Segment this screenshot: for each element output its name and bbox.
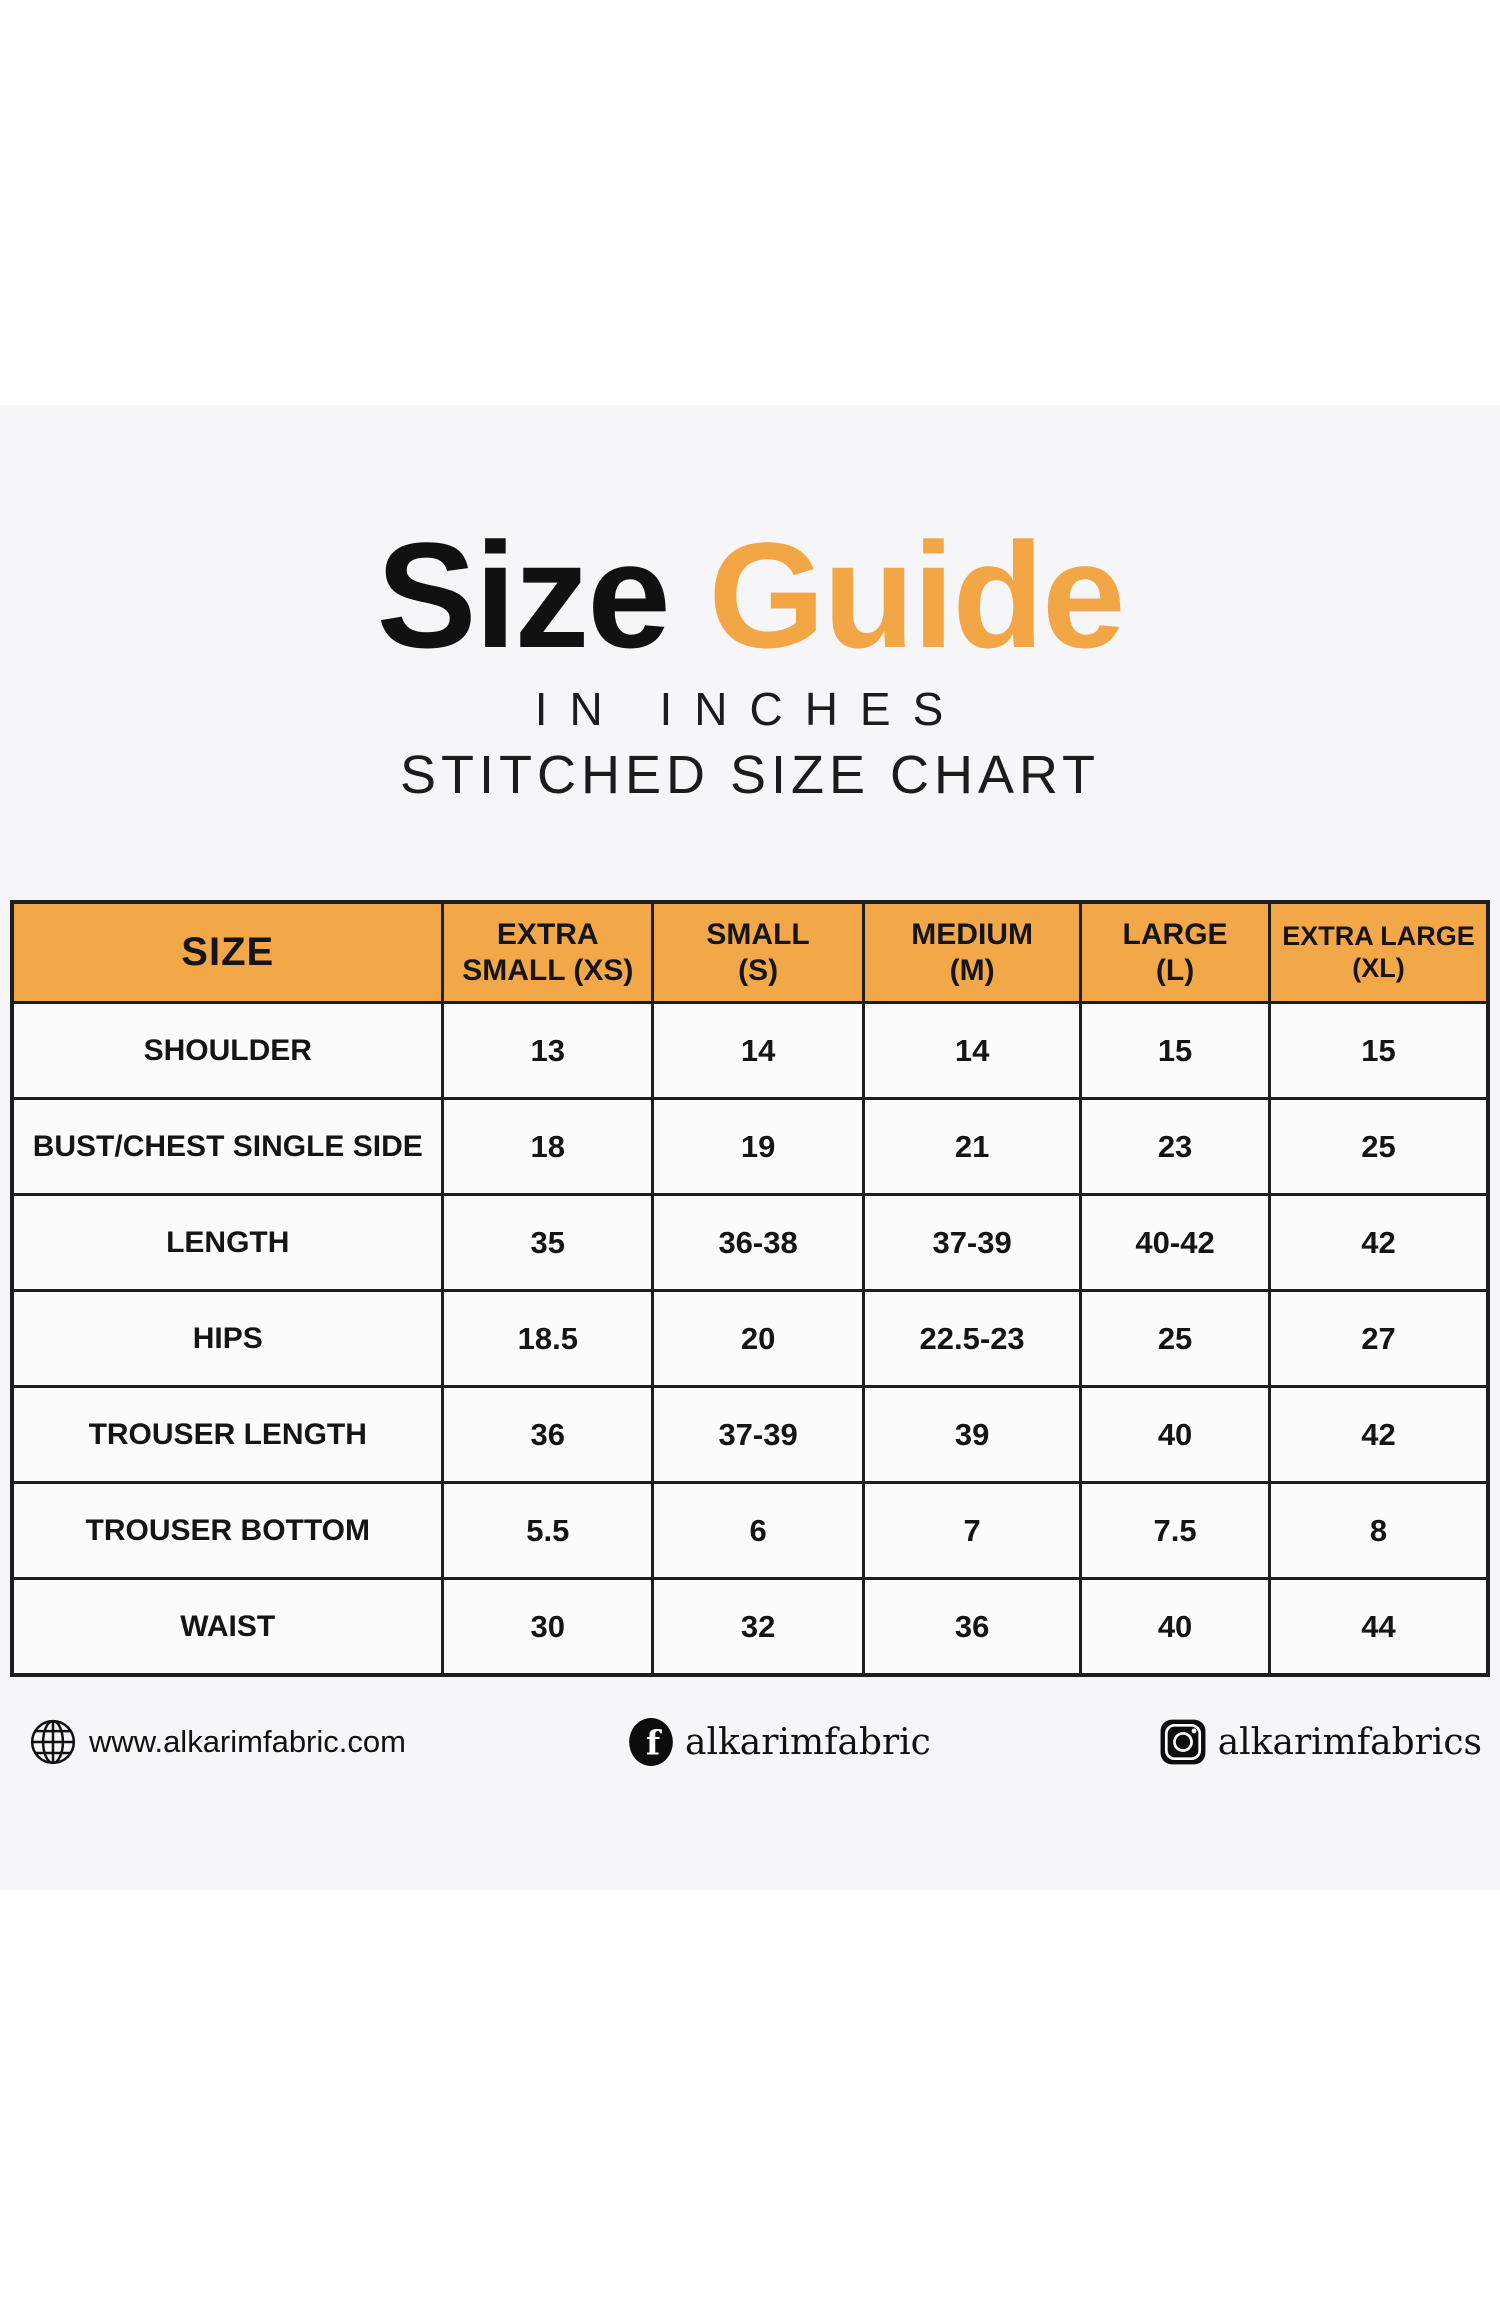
column-header-s-line1: SMALL — [706, 918, 810, 952]
size-value-cell: 36 — [862, 1577, 1083, 1677]
header-row: SIZE EXTRA SMALL (XS) SMALL (S) MEDIUM (… — [10, 900, 1490, 1004]
row-label-hips: HIPS — [10, 1289, 445, 1388]
row-label-waist: WAIST — [10, 1577, 445, 1677]
column-header-s-line2: (S) — [738, 953, 779, 987]
row-label-trouser-bottom: TROUSER BOTTOM — [10, 1481, 445, 1580]
size-value-cell: 5.5 — [441, 1481, 655, 1580]
size-value-cell: 36-38 — [651, 1193, 866, 1292]
size-value-cell: 30 — [441, 1577, 655, 1677]
table-row-waist: WAIST 30 32 36 40 44 — [10, 1577, 1490, 1677]
column-header-size: SIZE — [10, 900, 445, 1004]
title-word-size: Size — [376, 511, 671, 679]
size-value-cell: 14 — [651, 1001, 866, 1100]
size-value-cell: 18.5 — [441, 1289, 655, 1388]
column-header-s: SMALL (S) — [651, 900, 866, 1004]
size-value-cell: 40 — [1079, 1577, 1272, 1677]
facebook-link[interactable]: f alkarimfabric — [628, 1712, 931, 1772]
column-header-l-line1: LARGE — [1122, 918, 1228, 952]
footer: www.alkarimfabric.com f alkarimfabric al… — [0, 1712, 1500, 1772]
size-value-cell: 35 — [441, 1193, 655, 1292]
size-value-cell: 15 — [1079, 1001, 1272, 1100]
website-url-text: www.alkarimfabric.com — [89, 1724, 406, 1759]
size-value-cell: 8 — [1268, 1481, 1490, 1580]
page-title: Size Guide — [0, 520, 1500, 670]
size-value-cell: 27 — [1268, 1289, 1490, 1388]
website-link[interactable]: www.alkarimfabric.com — [28, 1712, 406, 1772]
table-row-hips: HIPS 18.5 20 22.5-23 25 27 — [10, 1289, 1490, 1388]
row-label-bust-chest: BUST/CHEST SINGLE SIDE — [10, 1097, 445, 1196]
size-value-cell: 15 — [1268, 1001, 1490, 1100]
column-header-xs: EXTRA SMALL (XS) — [441, 900, 655, 1004]
size-value-cell: 13 — [441, 1001, 655, 1100]
table-row-trouser-length: TROUSER LENGTH 36 37-39 39 40 42 — [10, 1385, 1490, 1484]
size-value-cell: 37-39 — [651, 1385, 866, 1484]
instagram-link[interactable]: alkarimfabrics — [1159, 1712, 1482, 1772]
size-value-cell: 32 — [651, 1577, 866, 1677]
size-chart-table: SIZE EXTRA SMALL (XS) SMALL (S) MEDIUM (… — [10, 900, 1490, 1677]
table-row-shoulder: SHOULDER 13 14 14 15 15 — [10, 1001, 1490, 1100]
size-value-cell: 44 — [1268, 1577, 1490, 1677]
size-value-cell: 6 — [651, 1481, 866, 1580]
size-value-cell: 25 — [1268, 1097, 1490, 1196]
size-value-cell: 7.5 — [1079, 1481, 1272, 1580]
table-row-trouser-bottom: TROUSER BOTTOM 5.5 6 7 7.5 8 — [10, 1481, 1490, 1580]
size-value-cell: 25 — [1079, 1289, 1272, 1388]
row-label-length: LENGTH — [10, 1193, 445, 1292]
size-value-cell: 40-42 — [1079, 1193, 1272, 1292]
column-header-xl-line1: EXTRA LARGE — [1282, 920, 1475, 951]
table-row-bust-chest: BUST/CHEST SINGLE SIDE 18 19 21 23 25 — [10, 1097, 1490, 1196]
size-value-cell: 21 — [862, 1097, 1083, 1196]
size-value-cell: 19 — [651, 1097, 866, 1196]
facebook-icon: f — [628, 1717, 674, 1767]
instagram-handle-text: alkarimfabrics — [1217, 1721, 1482, 1763]
column-header-xs-line1: EXTRA — [496, 918, 599, 952]
row-label-trouser-length: TROUSER LENGTH — [10, 1385, 445, 1484]
column-header-m-line1: MEDIUM — [911, 918, 1033, 952]
size-value-cell: 40 — [1079, 1385, 1272, 1484]
size-value-cell: 7 — [862, 1481, 1083, 1580]
column-header-xl: EXTRA LARGE (XL) — [1268, 900, 1490, 1004]
instagram-icon — [1159, 1718, 1207, 1766]
table-row-length: LENGTH 35 36-38 37-39 40-42 42 — [10, 1193, 1490, 1292]
size-value-cell: 22.5-23 — [862, 1289, 1083, 1388]
svg-text:f: f — [646, 1724, 663, 1763]
column-header-xs-line2: SMALL (XS) — [462, 953, 634, 987]
column-header-l: LARGE (L) — [1079, 900, 1272, 1004]
column-header-m: MEDIUM (M) — [862, 900, 1083, 1004]
size-value-cell: 37-39 — [862, 1193, 1083, 1292]
size-value-cell: 42 — [1268, 1385, 1490, 1484]
title-word-guide: Guide — [708, 511, 1125, 679]
size-value-cell: 23 — [1079, 1097, 1272, 1196]
size-value-cell: 18 — [441, 1097, 655, 1196]
column-header-m-line2: (M) — [949, 953, 995, 987]
column-header-xl-line2: (XL) — [1352, 952, 1405, 983]
column-header-size-label: SIZE — [181, 929, 275, 974]
subtitle-in-inches: IN INCHES — [534, 683, 966, 735]
column-header-l-line2: (L) — [1155, 953, 1195, 987]
size-value-cell: 14 — [862, 1001, 1083, 1100]
facebook-handle-text: alkarimfabric — [685, 1721, 931, 1763]
row-label-shoulder: SHOULDER — [10, 1001, 445, 1100]
size-value-cell: 36 — [441, 1385, 655, 1484]
subtitle-stitched-size-chart: STITCHED SIZE CHART — [399, 745, 1101, 805]
globe-icon — [28, 1717, 78, 1767]
size-value-cell: 39 — [862, 1385, 1083, 1484]
size-value-cell: 20 — [651, 1289, 866, 1388]
size-value-cell: 42 — [1268, 1193, 1490, 1292]
